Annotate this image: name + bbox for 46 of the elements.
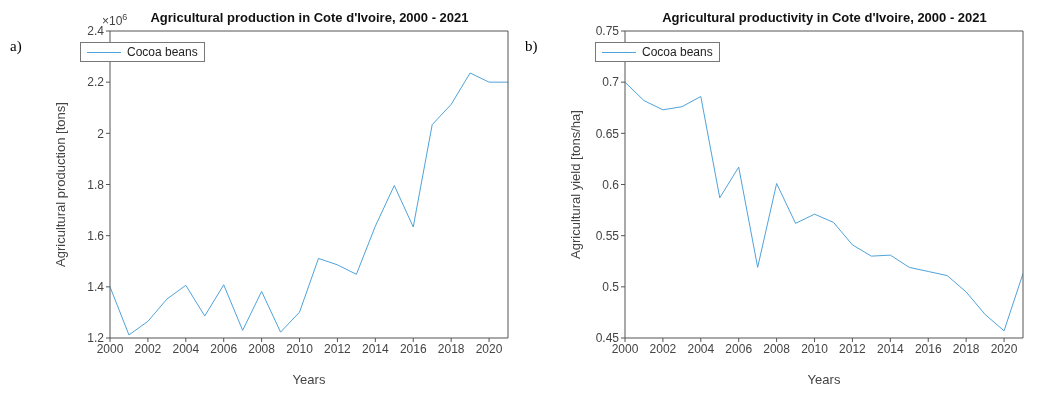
x-tick-label: 2004 bbox=[172, 341, 200, 356]
x-tick-label: 2010 bbox=[801, 341, 829, 356]
x-tick-label: 2002 bbox=[134, 341, 162, 356]
line-series bbox=[625, 81, 1023, 332]
text: a) bbox=[10, 38, 22, 55]
y-tick-label: 2.4 bbox=[87, 24, 105, 39]
x-tick-label: 2008 bbox=[248, 341, 276, 356]
y-tick-label: 0.55 bbox=[595, 228, 620, 243]
y-tick-label: 0.65 bbox=[595, 126, 620, 141]
x-tick-label: 2012 bbox=[324, 341, 352, 356]
x-tick-label: 2006 bbox=[725, 341, 753, 356]
y-tick-label: 1.6 bbox=[87, 228, 105, 243]
x-tick-label: 2010 bbox=[286, 341, 314, 356]
text: b) bbox=[525, 38, 538, 55]
x-tick-label: 2006 bbox=[210, 341, 238, 356]
x-tick-label: 2014 bbox=[361, 341, 389, 356]
x-tick-label: 2020 bbox=[990, 341, 1018, 356]
chart-title: Agricultural productivity in Cote d'Ivoire, 2000 - 2021 bbox=[661, 10, 988, 25]
x-axis-title: Years bbox=[292, 372, 326, 387]
legend-label: Cocoa beans bbox=[642, 45, 713, 59]
x-tick-label: 2002 bbox=[649, 341, 677, 356]
x-tick-label: 2004 bbox=[687, 341, 715, 356]
y-tick-label: 1.4 bbox=[87, 280, 105, 295]
x-tick-label: 2018 bbox=[952, 341, 980, 356]
y-tick-label: 2.2 bbox=[87, 75, 105, 90]
text: ×10$^{6}$ bbox=[102, 12, 128, 28]
y-tick-label: 1.8 bbox=[87, 177, 105, 192]
x-axis-title: Years bbox=[807, 372, 841, 387]
x-tick-label: 2018 bbox=[437, 341, 465, 356]
chart-title: Agricultural production in Cote d'Ivoire, 2000 - 2021 bbox=[150, 10, 469, 25]
y-axis-title: Agricultural yield [tons/ha] bbox=[567, 110, 583, 259]
x-tick-label: 2014 bbox=[876, 341, 904, 356]
x-tick-label: 2016 bbox=[914, 341, 942, 356]
y-tick-label: 0.5 bbox=[602, 280, 620, 295]
y-tick-label: 0.75 bbox=[595, 24, 620, 39]
x-tick-label: 2012 bbox=[839, 341, 867, 356]
x-tick-label: 2008 bbox=[763, 341, 791, 356]
x-tick-label: 2020 bbox=[475, 341, 503, 356]
x-tick-label: 2000 bbox=[611, 341, 639, 356]
y-tick-label: 2 bbox=[97, 126, 105, 141]
x-tick-label: 2016 bbox=[399, 341, 427, 356]
y-axis-title: Agricultural production [tons] bbox=[52, 102, 68, 267]
y-tick-label: 0.6 bbox=[602, 177, 620, 192]
legend-label: Cocoa beans bbox=[127, 45, 198, 59]
y-tick-label: 0.7 bbox=[602, 75, 620, 90]
x-tick-label: 2000 bbox=[96, 341, 124, 356]
